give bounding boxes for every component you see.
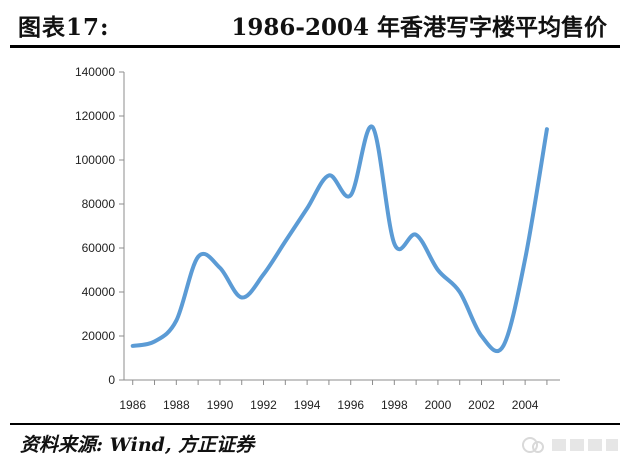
data-point-1987	[153, 340, 157, 344]
footer-rule	[10, 423, 620, 425]
data-point-2004	[523, 257, 527, 261]
data-point-1998	[392, 242, 396, 246]
data-point-1996	[349, 193, 353, 197]
data-point-2000	[436, 268, 440, 272]
data-point-2005	[545, 127, 549, 131]
y-tick-label: 140000	[75, 65, 115, 79]
x-tick-label: 1994	[294, 398, 321, 412]
x-tick-label: 2000	[425, 398, 452, 412]
data-point-1990	[218, 266, 222, 270]
figure-header: 图表17: 1986-2004 年香港写字楼平均售价	[0, 0, 629, 44]
series-line	[130, 124, 549, 354]
data-point-1993	[283, 239, 287, 243]
data-point-2003	[501, 344, 505, 348]
header-rule	[10, 45, 620, 48]
x-tick-label: 2002	[468, 398, 495, 412]
x-tick-label: 1986	[119, 398, 146, 412]
chart-title: 1986-2004 年香港写字楼平均售价	[231, 14, 607, 41]
y-tick-label: 60000	[82, 241, 116, 255]
chart-ticks: 0 20000 40000 60000 80000 100000 120000 140000 1…	[75, 65, 548, 412]
data-point-1988	[174, 319, 178, 323]
data-point-1986	[131, 344, 135, 348]
data-point-1992	[262, 272, 266, 276]
y-tick-label: 40000	[82, 285, 116, 299]
y-tick-label: 80000	[82, 197, 116, 211]
data-point-2002	[480, 334, 484, 338]
x-tick-label: 1992	[250, 398, 277, 412]
data-point-1991	[240, 296, 244, 300]
data-point-1999	[414, 233, 418, 237]
chart-series	[130, 124, 549, 354]
watermark-logo-icon	[522, 437, 618, 453]
y-tick-label: 0	[108, 373, 115, 387]
data-point-2001	[458, 290, 462, 294]
line-chart: 0 20000 40000 60000 80000 100000 120000 140000 1…	[75, 65, 560, 412]
data-point-1995	[327, 173, 331, 177]
source-note: 资料来源: Wind, 方正证券	[20, 434, 255, 456]
data-point-1997	[371, 125, 375, 129]
y-tick-label: 100000	[75, 153, 115, 167]
y-tick-label: 20000	[82, 329, 116, 343]
chart-axes	[123, 72, 560, 381]
figure-label: 图表17:	[18, 14, 110, 41]
x-tick-label: 1988	[163, 398, 190, 412]
x-tick-label: 1990	[207, 398, 234, 412]
x-tick-label: 2004	[512, 398, 539, 412]
data-point-1994	[305, 206, 309, 210]
y-tick-label: 120000	[75, 109, 115, 123]
x-tick-label: 1996	[337, 398, 364, 412]
x-tick-label: 1998	[381, 398, 408, 412]
data-point-1989	[196, 255, 200, 259]
